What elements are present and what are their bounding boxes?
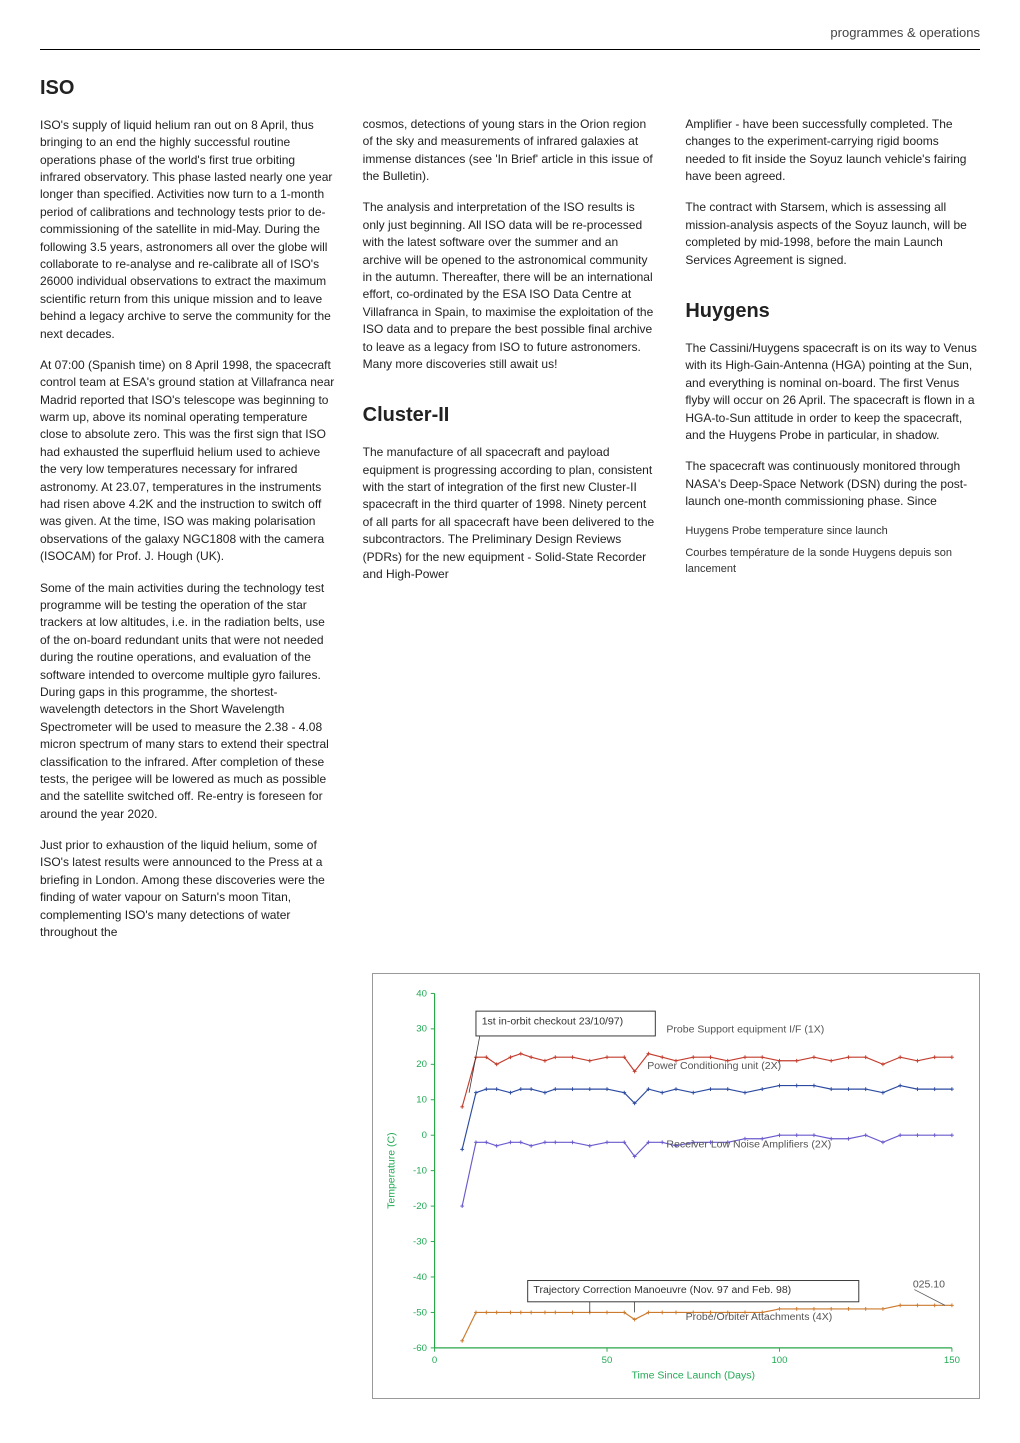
svg-text:Time Since Launch (Days): Time Since Launch (Days) — [631, 1370, 755, 1382]
svg-text:-30: -30 — [413, 1237, 427, 1248]
columns: ISO ISO's supply of liquid helium ran ou… — [40, 74, 980, 956]
cluster-p2: Amplifier - have been successfully compl… — [685, 116, 980, 186]
svg-text:1st in-orbit checkout 23/10/97: 1st in-orbit checkout 23/10/97) — [482, 1016, 623, 1028]
heading-iso: ISO — [40, 74, 335, 103]
cluster-p1: The manufacture of all spacecraft and pa… — [363, 444, 658, 583]
svg-text:Probe Support equipment I/F (1: Probe Support equipment I/F (1X) — [666, 1024, 824, 1036]
iso-p2: At 07:00 (Spanish time) on 8 April 1998,… — [40, 357, 335, 566]
svg-text:20: 20 — [416, 1060, 427, 1071]
huygens-p1: The Cassini/Huygens spacecraft is on its… — [685, 340, 980, 444]
heading-cluster: Cluster-II — [363, 401, 658, 430]
iso-p6: The analysis and interpretation of the I… — [363, 199, 658, 373]
col-3: Amplifier - have been successfully compl… — [685, 74, 980, 956]
svg-text:100: 100 — [771, 1356, 787, 1367]
svg-text:-50: -50 — [413, 1308, 427, 1319]
svg-text:40: 40 — [416, 989, 427, 1000]
svg-text:0: 0 — [422, 1130, 427, 1141]
svg-text:150: 150 — [944, 1356, 960, 1367]
chart-caption-fr: Courbes température de la sonde Huygens … — [685, 546, 980, 578]
iso-p1: ISO's supply of liquid helium ran out on… — [40, 117, 335, 343]
svg-text:0: 0 — [432, 1356, 437, 1367]
svg-text:10: 10 — [416, 1095, 427, 1106]
huygens-p2: The spacecraft was continuously monitore… — [685, 458, 980, 510]
svg-text:50: 50 — [602, 1356, 613, 1367]
chart-caption-en: Huygens Probe temperature since launch — [685, 524, 980, 540]
huygens-chart: -60 -50 -40 -30 -20 -10 0 10 20 30 40 Temperature (… — [372, 973, 980, 1399]
svg-text:30: 30 — [416, 1024, 427, 1035]
svg-text:Trajectory Correction Manoeuvr: Trajectory Correction Manoeuvre (Nov. 97… — [533, 1284, 791, 1296]
svg-text:Receiver Low Noise Amplifiers: Receiver Low Noise Amplifiers (2X) — [666, 1139, 831, 1151]
heading-huygens: Huygens — [685, 297, 980, 326]
svg-text:025.10: 025.10 — [913, 1279, 945, 1291]
page-header: programmes & operations — [40, 24, 980, 50]
iso-p4: Just prior to exhaustion of the liquid h… — [40, 837, 335, 941]
svg-text:-60: -60 — [413, 1343, 427, 1354]
svg-text:-10: -10 — [413, 1166, 427, 1177]
svg-text:Temperature (C): Temperature (C) — [385, 1133, 397, 1210]
iso-p5: cosmos, detections of young stars in the… — [363, 116, 658, 186]
svg-text:-40: -40 — [413, 1272, 427, 1283]
section-label: programmes & operations — [830, 25, 980, 40]
iso-p3: Some of the main activities during the t… — [40, 580, 335, 823]
svg-text:Power Conditioning unit (2X): Power Conditioning unit (2X) — [647, 1061, 781, 1073]
col-2: cosmos, detections of young stars in the… — [363, 74, 658, 956]
svg-text:Probe/Orbiter Attachments (4X): Probe/Orbiter Attachments (4X) — [686, 1312, 833, 1324]
cluster-p3: The contract with Starsem, which is asse… — [685, 199, 980, 269]
col-1: ISO ISO's supply of liquid helium ran ou… — [40, 74, 335, 956]
svg-text:-20: -20 — [413, 1201, 427, 1212]
chart-svg: -60 -50 -40 -30 -20 -10 0 10 20 30 40 Temperature (… — [379, 980, 973, 1392]
